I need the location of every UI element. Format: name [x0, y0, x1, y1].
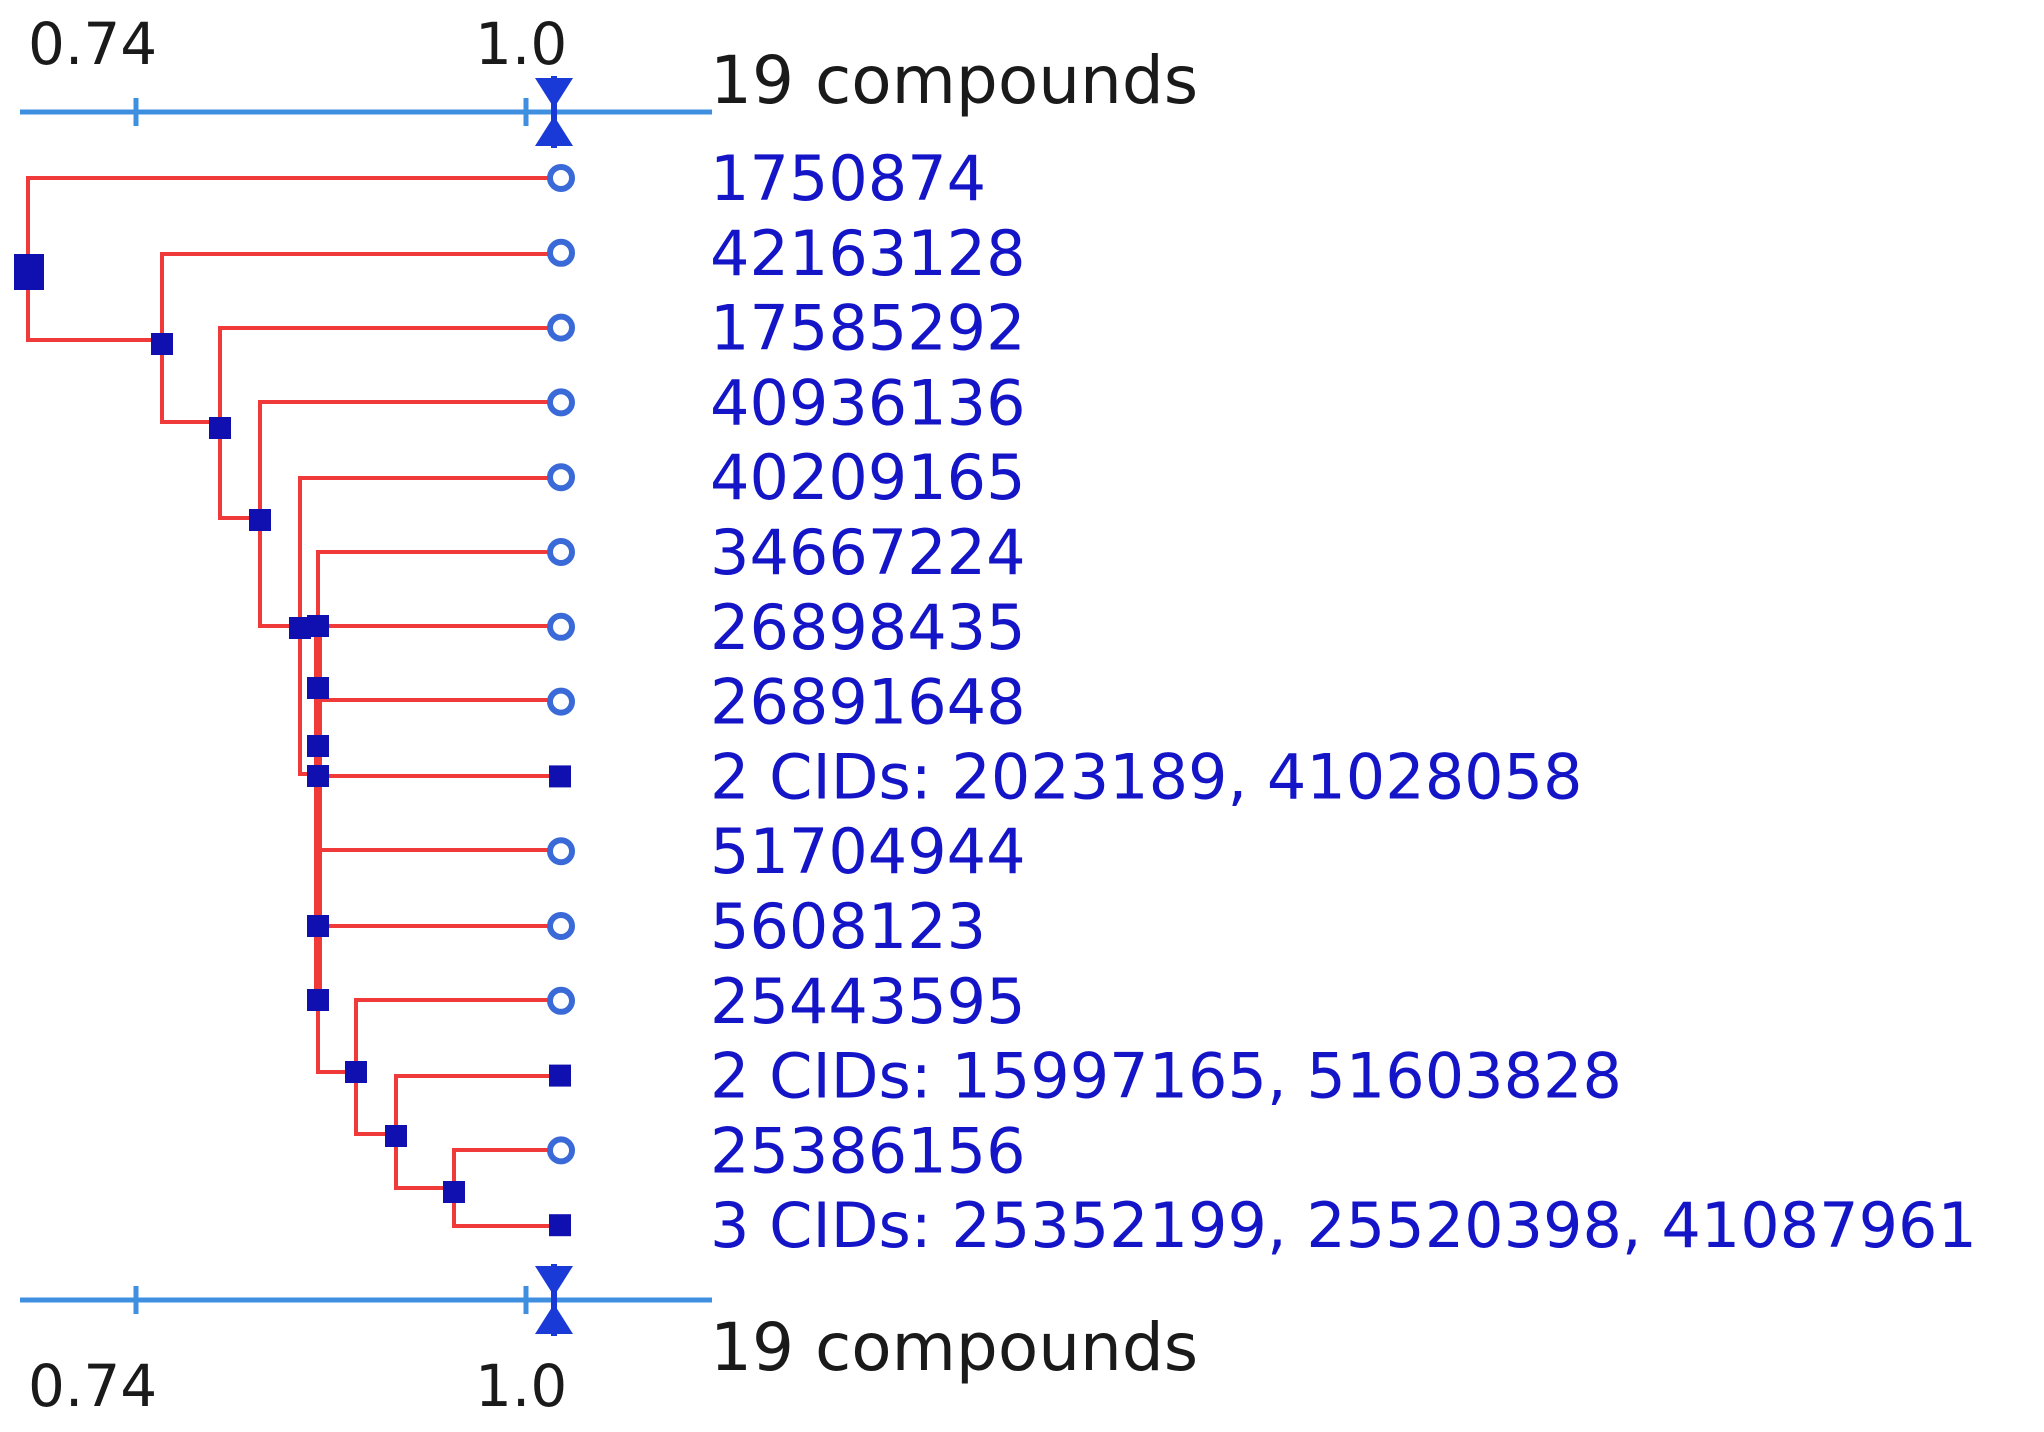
- bottom-compound-count: 19 compounds: [710, 1309, 1198, 1386]
- leaf-list: 1750874421631281758529240936136402091653…: [547, 142, 1977, 1262]
- top-scale-min-label: 0.74: [28, 10, 157, 78]
- cluster-node[interactable]: [151, 333, 173, 355]
- dendrogram-links: [26, 176, 560, 1228]
- leaf-marker-icon[interactable]: [547, 164, 575, 192]
- leaf-label[interactable]: 2 CIDs: 2023189, 41028058: [710, 740, 1582, 813]
- bottom-scale-min-label: 0.74: [28, 1352, 157, 1420]
- internal-nodes: [14, 254, 465, 1203]
- leaf-marker-icon[interactable]: [547, 313, 575, 342]
- branch: [316, 1000, 356, 1074]
- root-node[interactable]: [14, 254, 44, 290]
- branch: [316, 686, 560, 702]
- group-marker-icon[interactable]: [549, 1064, 571, 1087]
- cluster-node[interactable]: [307, 735, 329, 757]
- bottom-scale-max-label: 1.0: [475, 1352, 567, 1420]
- leaf-label[interactable]: 2 CIDs: 15997165, 51603828: [710, 1040, 1622, 1113]
- branch: [258, 400, 560, 520]
- branch: [394, 1074, 560, 1136]
- leaf-label[interactable]: 26891648: [710, 666, 1026, 739]
- leaf-label[interactable]: 34667224: [710, 516, 1026, 589]
- cluster-node[interactable]: [443, 1181, 465, 1203]
- leaf-item[interactable]: 26891648: [547, 666, 1026, 739]
- leaf-label[interactable]: 3 CIDs: 25352199, 25520398, 41087961: [710, 1189, 1977, 1262]
- branch: [218, 428, 260, 520]
- cluster-node[interactable]: [307, 989, 329, 1011]
- leaf-marker-icon[interactable]: [547, 612, 575, 641]
- group-marker-icon[interactable]: [549, 765, 571, 788]
- cluster-node[interactable]: [307, 765, 329, 787]
- cluster-node[interactable]: [307, 615, 329, 637]
- branch: [354, 998, 560, 1072]
- top-compound-count: 19 compounds: [710, 42, 1198, 119]
- top-scale: 0.74 1.0 19 compounds: [20, 10, 1198, 148]
- branch: [258, 520, 300, 628]
- leaf-marker-icon[interactable]: [547, 986, 575, 1015]
- bottom-threshold-slider[interactable]: [535, 1264, 573, 1336]
- leaf-item[interactable]: 3 CIDs: 25352199, 25520398, 41087961: [549, 1189, 1977, 1262]
- leaf-marker-icon[interactable]: [547, 912, 575, 940]
- leaf-label[interactable]: 25443595: [710, 965, 1026, 1038]
- cluster-node[interactable]: [345, 1061, 367, 1083]
- leaf-label[interactable]: 40936136: [710, 366, 1026, 439]
- leaf-label[interactable]: 1750874: [710, 142, 986, 215]
- leaf-label[interactable]: 40209165: [710, 441, 1026, 514]
- top-threshold-slider[interactable]: [535, 76, 573, 148]
- leaf-item[interactable]: 40936136: [547, 366, 1026, 439]
- leaf-label[interactable]: 25386156: [710, 1114, 1026, 1187]
- cluster-node[interactable]: [209, 417, 231, 439]
- group-marker-icon[interactable]: [549, 1214, 571, 1237]
- leaf-item[interactable]: 34667224: [547, 516, 1026, 589]
- cluster-node[interactable]: [249, 509, 271, 531]
- branch: [218, 326, 560, 428]
- leaf-item[interactable]: 25443595: [547, 965, 1026, 1038]
- cluster-trunk: [314, 620, 322, 1004]
- branch: [160, 252, 560, 344]
- leaf-item[interactable]: 25386156: [547, 1114, 1026, 1187]
- bottom-scale: 19 compounds 0.74 1.0: [20, 1264, 1198, 1420]
- leaf-marker-icon[interactable]: [547, 238, 575, 267]
- branch: [316, 776, 560, 852]
- cluster-node[interactable]: [307, 677, 329, 699]
- cluster-node[interactable]: [307, 915, 329, 937]
- leaf-marker-icon[interactable]: [547, 463, 575, 492]
- branch: [452, 1148, 560, 1192]
- branch: [452, 1192, 560, 1228]
- leaf-item[interactable]: 26898435: [547, 591, 1026, 664]
- leaf-label[interactable]: 26898435: [710, 591, 1026, 664]
- leaf-marker-icon[interactable]: [547, 837, 575, 866]
- leaf-label[interactable]: 42163128: [710, 217, 1026, 290]
- leaf-marker-icon[interactable]: [547, 538, 575, 566]
- leaf-marker-icon[interactable]: [547, 388, 575, 417]
- leaf-label[interactable]: 5608123: [710, 890, 986, 963]
- leaf-item[interactable]: 17585292: [547, 292, 1026, 365]
- branch: [394, 1136, 454, 1190]
- leaf-item[interactable]: 42163128: [547, 217, 1026, 290]
- leaf-item[interactable]: 51704944: [547, 815, 1026, 888]
- top-scale-max-label: 1.0: [475, 10, 567, 78]
- branch: [316, 550, 560, 626]
- leaf-marker-icon[interactable]: [547, 1136, 575, 1165]
- branch: [160, 344, 220, 424]
- leaf-item[interactable]: 40209165: [547, 441, 1026, 514]
- cluster-node[interactable]: [385, 1125, 407, 1147]
- leaf-item[interactable]: 1750874: [547, 142, 986, 215]
- leaf-item[interactable]: 2 CIDs: 15997165, 51603828: [549, 1040, 1622, 1113]
- branch: [26, 176, 560, 270]
- branch: [26, 272, 162, 342]
- cluster-node[interactable]: [289, 617, 311, 639]
- leaf-item[interactable]: 2 CIDs: 2023189, 41028058: [549, 740, 1582, 813]
- leaf-marker-icon[interactable]: [547, 687, 575, 716]
- branch: [298, 476, 560, 628]
- leaf-label[interactable]: 51704944: [710, 815, 1026, 888]
- branch: [354, 1072, 396, 1136]
- leaf-label[interactable]: 17585292: [710, 292, 1026, 365]
- leaf-item[interactable]: 5608123: [547, 890, 986, 963]
